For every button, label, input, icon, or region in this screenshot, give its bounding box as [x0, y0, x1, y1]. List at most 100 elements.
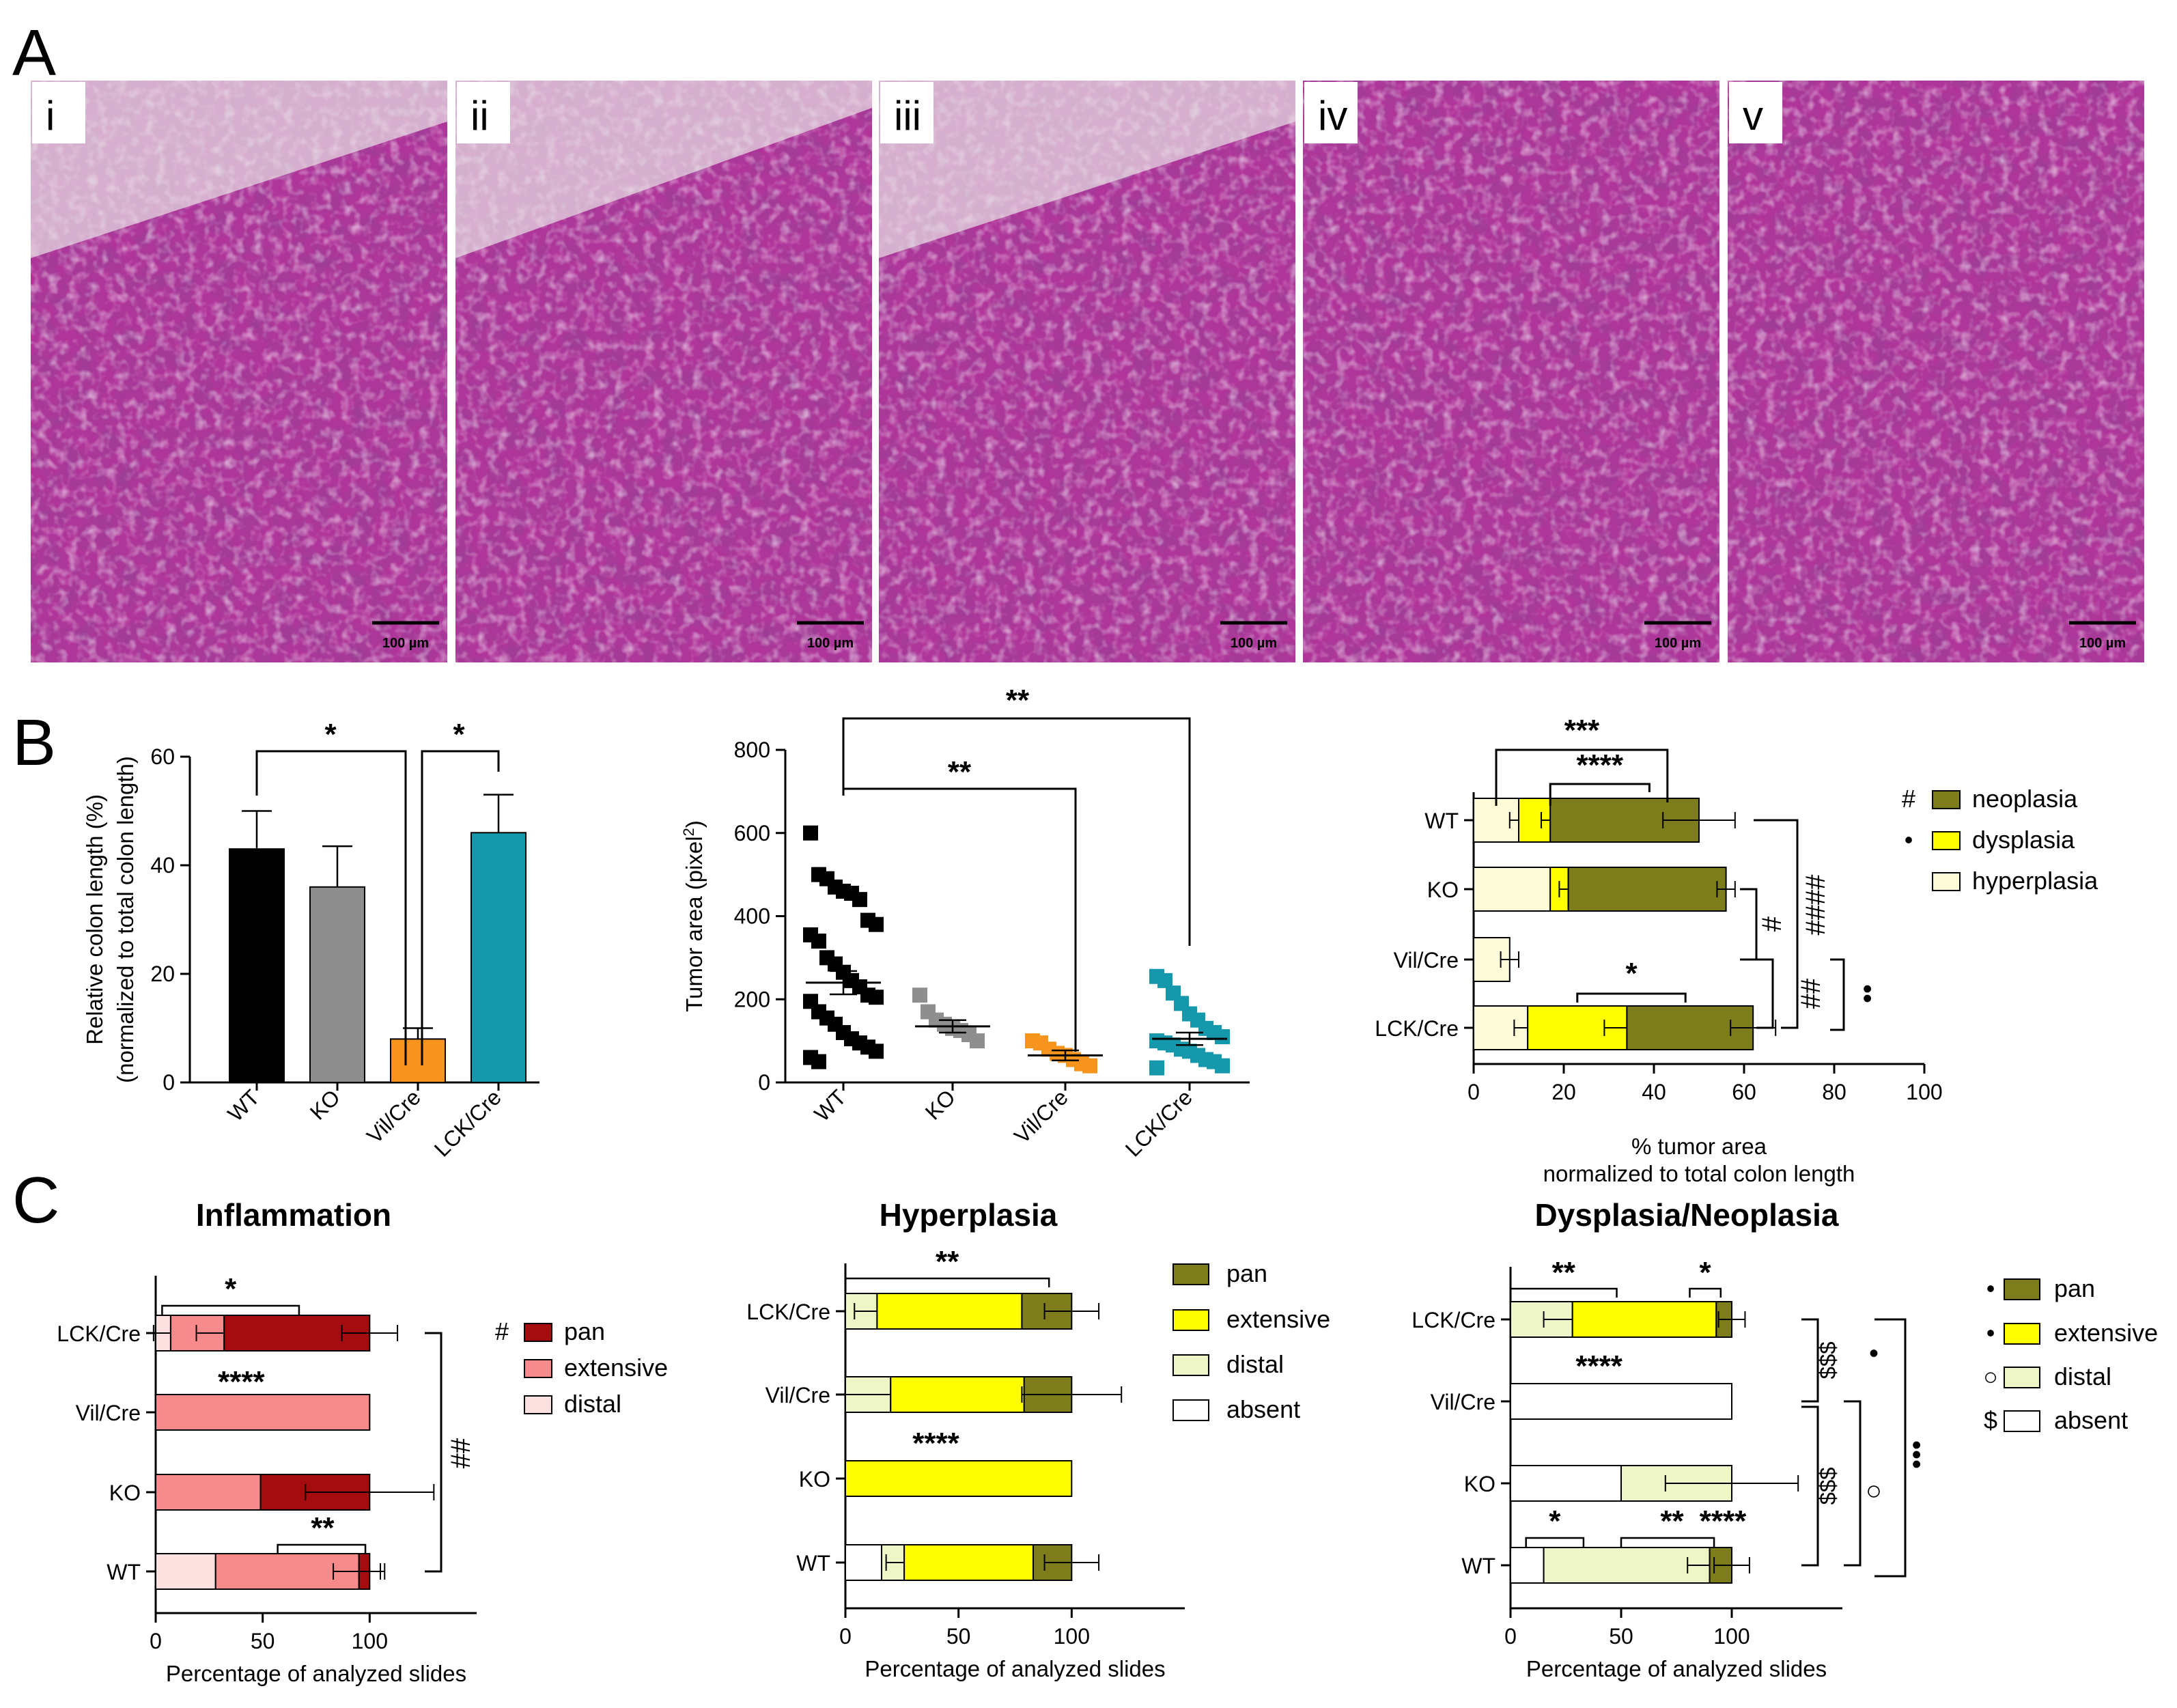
data-point-LCK/Cre	[1215, 1058, 1230, 1074]
data-point-WT	[852, 892, 867, 908]
y-axis-label-end: )	[682, 820, 707, 828]
y-tick-label: 600	[734, 821, 770, 845]
bar-extensive-Vil/Cre	[890, 1376, 1025, 1413]
y-tick-label-LCK/Cre: LCK/Cre	[746, 1300, 830, 1324]
legend-label-extensive: extensive	[1226, 1305, 1330, 1333]
micrograph-label-v: v	[1743, 93, 1763, 139]
sig-bracket	[161, 1304, 300, 1315]
x-tick-label: 100	[1054, 1624, 1090, 1649]
bar-absent-WT	[1510, 1547, 1545, 1584]
sig-bracket	[1620, 1537, 1715, 1547]
scale-label-v: 100 µm	[2079, 636, 2126, 651]
legend-swatch-extensive	[1172, 1309, 1209, 1331]
data-point-KO	[912, 988, 927, 1003]
bar-absent-Vil/Cre	[1510, 1383, 1732, 1420]
right-bracket	[1756, 958, 1774, 1029]
sig-label: **	[936, 1245, 959, 1278]
bar-neoplasia-KO	[1567, 867, 1727, 912]
scale-label-ii: 100 µm	[807, 636, 854, 651]
right-bracket-label: #	[1757, 916, 1787, 932]
chart-tumor-area: 0 200 400 600 800 Tumor area (pixel2) WT KO Vil/…	[680, 684, 1250, 1162]
legend-swatch-extensive	[2004, 1323, 2040, 1345]
y-tick-label: 20	[150, 962, 175, 986]
chart-hyperplasia: Hyperplasia 0 50 100 Percentage of analyzed …	[746, 1197, 1330, 1681]
right-bracket-label: •••	[1902, 1440, 1932, 1469]
bar-extensive-Vil/Cre	[155, 1394, 371, 1431]
chart-inflammation: Inflammation 0 50 100 Percentage of analyzed…	[57, 1197, 668, 1686]
y-tick-label-Vil/Cre: Vil/Cre	[76, 1401, 141, 1425]
bar-absent-WT	[845, 1544, 883, 1581]
sig-label: ****	[1700, 1504, 1747, 1538]
legend-marker: #	[495, 1317, 509, 1345]
scale-label-iii: 100 µm	[1231, 636, 1277, 651]
bar-extensive-WT	[903, 1544, 1035, 1581]
x-tick-label: 0	[1467, 1080, 1480, 1104]
y-axis-label-2: (normalized to total colon length)	[113, 756, 138, 1083]
bar-LCK/Cre	[470, 832, 526, 1084]
scale-label-iv: 100 µm	[1655, 636, 1701, 651]
legend-swatch-hyperplasia	[1932, 872, 1961, 891]
sig-label: **	[1660, 1504, 1684, 1538]
legend-label-pan: pan	[564, 1317, 605, 1345]
sig-bracket	[1689, 1287, 1722, 1298]
x-tick-label: 100	[352, 1629, 388, 1653]
panel-letter-b: B	[12, 706, 56, 779]
micrograph-label-box-iii	[880, 82, 933, 143]
legend-swatch-distal	[1172, 1354, 1209, 1376]
data-point-Vil/Cre	[1082, 1058, 1097, 1074]
legend-label-pan: pan	[2054, 1274, 2095, 1302]
bar-distal-WT	[155, 1553, 216, 1590]
sig-bracket-wt-vil	[255, 750, 407, 1065]
bar-hyperplasia-KO	[1473, 867, 1551, 912]
y-tick-label-KO: KO	[109, 1481, 141, 1505]
sig-label: *	[225, 1272, 237, 1306]
x-tick-label-WT: WT	[809, 1084, 851, 1126]
sig-label: ***	[1564, 714, 1600, 747]
legend-marker: #	[1902, 785, 1915, 813]
data-point-WT	[803, 825, 818, 841]
panel-letter-c: C	[12, 1164, 59, 1237]
x-tick-label: 50	[946, 1624, 971, 1649]
sig-label: ****	[912, 1427, 959, 1460]
x-tick-label: 100	[1906, 1080, 1942, 1104]
x-tick-label: 0	[839, 1624, 852, 1649]
sig-label: *	[1549, 1504, 1561, 1538]
legend-swatch-distal	[2004, 1367, 2040, 1388]
micrograph-label-ii: ii	[470, 93, 489, 139]
sig-bracket	[1549, 783, 1651, 806]
micrograph-row: i 100 µm ii 100 µm iii 100 µm iv 100 µm v 100 µm	[31, 81, 2144, 662]
x-tick-label: 0	[150, 1629, 162, 1653]
y-tick-label: 0	[163, 1070, 175, 1095]
sig-label: *	[1625, 957, 1638, 990]
right-bracket-label: ••	[1853, 984, 1883, 1003]
sig-label: **	[311, 1511, 335, 1545]
x-axis-label: % tumor area	[1631, 1134, 1767, 1159]
right-bracket	[1754, 819, 1799, 1029]
y-tick-label-WT: WT	[1424, 809, 1459, 833]
legend-swatch-pan	[524, 1323, 552, 1342]
chart-title: Hyperplasia	[880, 1197, 1058, 1233]
x-tick-label: 20	[1551, 1080, 1576, 1104]
x-tick-label: 0	[1504, 1624, 1517, 1649]
y-tick-label: 60	[150, 744, 175, 769]
sig-bracket-wt-lck	[842, 717, 1191, 946]
y-tick-label-KO: KO	[799, 1467, 830, 1492]
right-bracket	[1801, 1318, 1819, 1403]
bar-distal-WT	[1543, 1547, 1711, 1584]
legend-swatch-absent	[2004, 1410, 2040, 1432]
bar-Vil/Cre	[390, 1038, 446, 1084]
bar-extensive-KO	[155, 1474, 262, 1511]
bar-dysplasia-WT	[1518, 798, 1551, 843]
legend-swatch-pan	[1172, 1263, 1209, 1285]
data-point-WT	[869, 916, 884, 932]
x-tick-label-LCK/Cre: LCK/Cre	[1121, 1084, 1197, 1161]
micrograph-label-box-v	[1729, 82, 1782, 143]
x-axis-label: Percentage of analyzed slides	[865, 1656, 1165, 1681]
right-bracket	[425, 1332, 443, 1573]
bar-WT	[229, 848, 285, 1084]
y-tick-label-Vil/Cre: Vil/Cre	[1431, 1390, 1495, 1414]
x-tick-label-WT: WT	[223, 1084, 264, 1126]
y-axis-label-text: Tumor area (pixel	[682, 836, 707, 1011]
